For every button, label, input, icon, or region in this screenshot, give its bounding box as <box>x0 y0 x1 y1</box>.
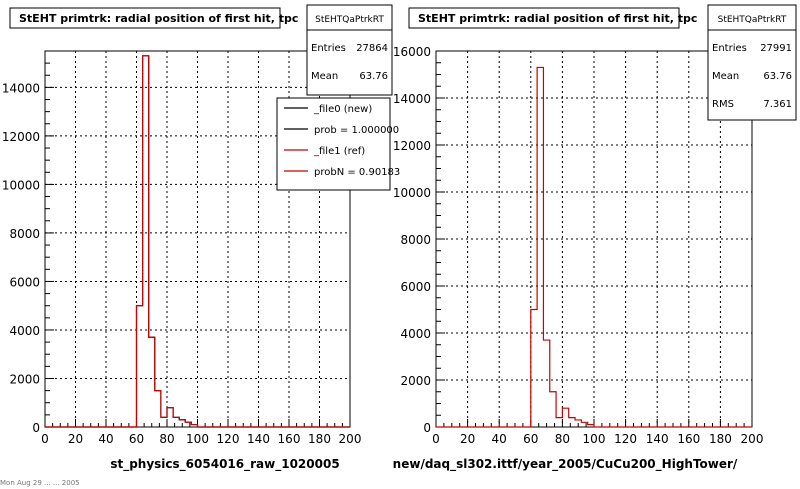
chart1-y-tick-label: 10000 <box>2 178 40 192</box>
chart2-stats-value: 27991 <box>760 43 792 54</box>
chart1-stats-value: 63.76 <box>359 71 388 82</box>
chart1-legend-label: _file0 (new) <box>313 104 372 115</box>
chart2-y-tick-label: 16000 <box>393 45 431 59</box>
chart2-series-1-line <box>436 66 752 428</box>
chart1-stats-label: Mean <box>311 71 338 82</box>
chart2-y-tick-label: 4000 <box>400 327 431 341</box>
chart1-stats-box <box>306 4 393 96</box>
chart1-x-tick-label: 140 <box>247 432 270 446</box>
footer: Mon Aug 29 ... ... 2005 <box>0 470 800 487</box>
chart2-y-tick-label: 0 <box>423 421 431 435</box>
chart1-x-tick-label: 80 <box>159 432 174 446</box>
chart1-x-tick-label: 0 <box>41 432 49 446</box>
chart1-y-tick-label: 12000 <box>2 130 40 144</box>
chart1-x-tick-label: 160 <box>278 432 301 446</box>
chart2-x-tick-label: 80 <box>555 432 570 446</box>
chart2-x-tick-label: 140 <box>646 432 669 446</box>
chart2-y-tick-label: 14000 <box>393 92 431 106</box>
chart2-title-box <box>408 7 680 29</box>
chart2-x-tick-label: 60 <box>523 432 538 446</box>
chart1-x-tick-label: 20 <box>68 432 83 446</box>
chart2-x-tick-label: 40 <box>492 432 507 446</box>
chart1-x-tick-label: 60 <box>129 432 144 446</box>
chart1-stats-name: StEHTQaPtrkRT <box>315 15 384 25</box>
chart1-legend-box <box>276 97 391 191</box>
chart2-stats-value: 63.76 <box>763 71 792 82</box>
chart2-stats-label: RMS <box>712 99 734 110</box>
footer-text: Mon Aug 29 ... ... 2005 <box>0 479 80 487</box>
chart2-stats-label: Mean <box>712 71 739 82</box>
chart2-stats-box <box>707 4 797 121</box>
chart1-stats-value: 27864 <box>356 43 388 54</box>
chart1-y-tick-label: 14000 <box>2 81 40 95</box>
chart1-y-tick-label: 8000 <box>9 227 40 241</box>
chart1-x-tick-label: 100 <box>186 432 209 446</box>
chart2-x-tick-label: 100 <box>583 432 606 446</box>
chart1-stats-label: Entries <box>311 43 346 54</box>
chart2-title: StEHT primtrk: radial position of first … <box>418 12 697 25</box>
chart2-stats-name: StEHTQaPtrkRT <box>718 15 787 25</box>
chart2-stats-label: Entries <box>712 43 747 54</box>
chart2-x-tick-label: 0 <box>432 432 440 446</box>
chart1-x-axis-label: st_physics_6054016_raw_1020005 <box>110 457 339 472</box>
chart2-x-tick-label: 160 <box>677 432 700 446</box>
chart2-y-tick-label: 2000 <box>400 374 431 388</box>
chart1-title: StEHT primtrk: radial position of first … <box>19 12 298 25</box>
chart1-legend-label: prob = 1.000000 <box>314 125 399 136</box>
chart2-y-tick-label: 8000 <box>400 233 431 247</box>
chart1-y-tick-label: 6000 <box>9 275 40 289</box>
chart1-x-tick-label: 180 <box>308 432 331 446</box>
chart1-x-tick-label: 200 <box>339 432 362 446</box>
chart1-x-tick-label: 40 <box>98 432 113 446</box>
chart1-title-box <box>9 7 281 29</box>
chart2-x-tick-label: 120 <box>614 432 637 446</box>
chart1-legend-label: _file1 (ref) <box>313 146 365 157</box>
chart1-legend-label: probN = 0.90183 <box>314 167 400 178</box>
chart1-y-tick-label: 2000 <box>9 372 40 386</box>
chart2-y-tick-label: 6000 <box>400 280 431 294</box>
chart1-x-tick-label: 120 <box>217 432 240 446</box>
chart2-x-tick-label: 20 <box>460 432 475 446</box>
chart2-y-tick-label: 10000 <box>393 186 431 200</box>
chart2-stats-value: 7.361 <box>763 99 792 110</box>
chart2-x-tick-label: 200 <box>741 432 764 446</box>
chart1-y-tick-label: 0 <box>32 421 40 435</box>
chart2-x-tick-label: 180 <box>709 432 732 446</box>
chart2-x-axis-label: new/daq_sl302.ittf/year_2005/CuCu200_Hig… <box>393 457 738 472</box>
chart1-y-tick-label: 4000 <box>9 324 40 338</box>
chart1-series-2-line <box>45 55 350 428</box>
chart2-y-tick-label: 12000 <box>393 139 431 153</box>
